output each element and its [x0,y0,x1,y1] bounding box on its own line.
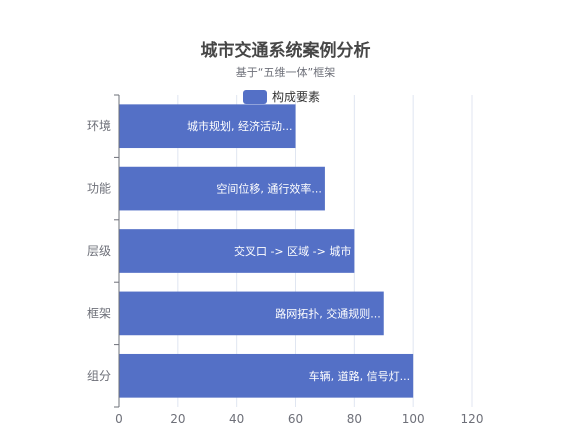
bar-data-label: 城市规划, 经济活动... [187,119,292,133]
y-category-label: 层级 [87,244,111,258]
bar [119,291,384,336]
bar-data-label: 路网拓扑, 交通规则... [275,306,380,320]
legend-swatch [243,89,267,104]
bar-data-label: 空间位移, 通行效率... [216,182,321,196]
y-category-label: 环境 [87,118,111,133]
bar-data-label: 车辆, 道路, 信号灯... [309,369,410,383]
legend-label: 构成要素 [272,90,321,104]
bar [119,353,414,398]
x-tick-label: 80 [347,412,362,426]
y-category-label: 框架 [87,306,111,320]
bar [119,229,355,273]
x-tick-label: 0 [115,412,123,426]
bar [119,166,325,211]
x-tick-label: 40 [229,412,244,426]
bar [119,104,296,149]
legend[interactable]: 构成要素 [243,88,320,105]
chart-title: 城市交通系统案例分析 [200,41,371,61]
x-tick-label: 120 [461,412,484,426]
x-tick-label: 60 [288,412,303,426]
x-tick-label: 100 [402,412,425,426]
chart-subtitle: 基于“五维一体”框架 [235,66,336,79]
x-tick-label: 20 [170,412,185,426]
y-category-label: 功能 [87,182,111,196]
bar-data-label: 交叉口 -> 区域 -> 城市 [234,244,351,258]
y-category-label: 组分 [87,369,111,383]
